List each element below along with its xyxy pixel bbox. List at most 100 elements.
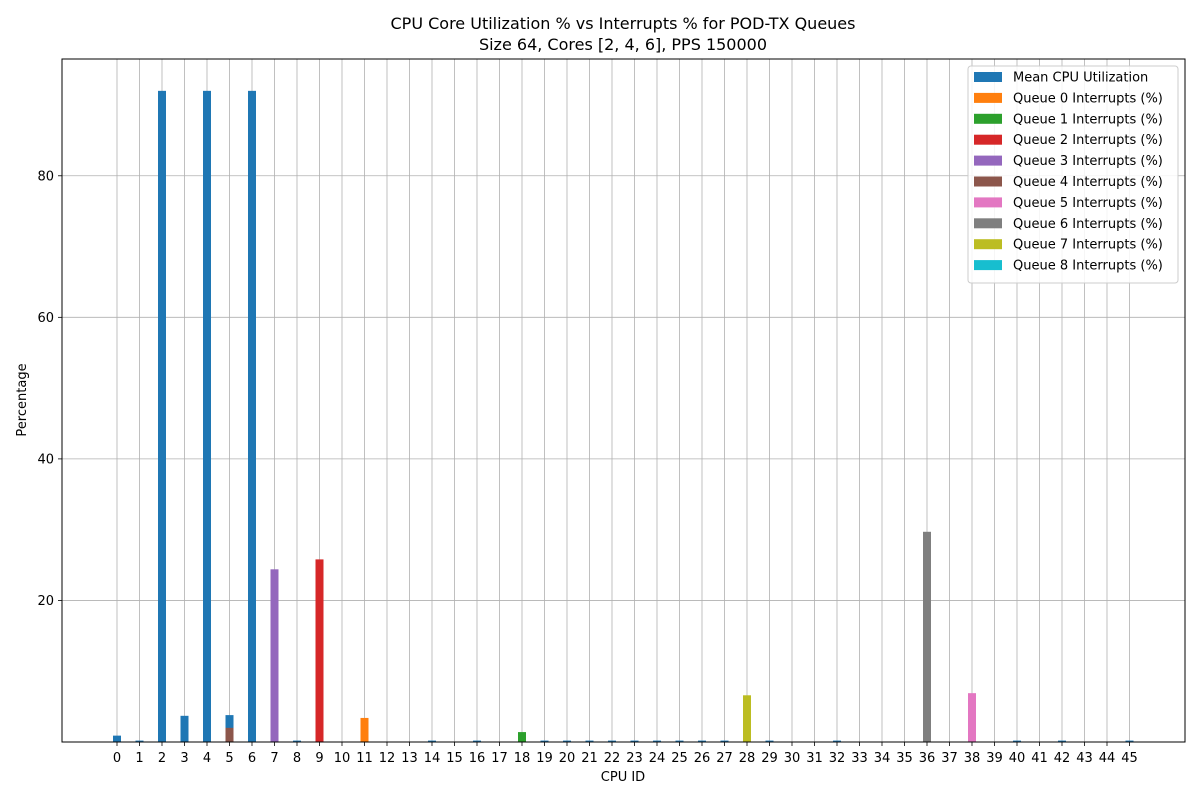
x-tick-label: 4 (203, 751, 211, 766)
x-tick-label: 32 (829, 751, 846, 766)
legend-entry-label: Queue 3 Interrupts (%) (1013, 154, 1163, 169)
bar-series-0-cpu-3 (180, 715, 189, 742)
x-tick-label: 9 (315, 751, 323, 766)
x-tick-label: 24 (649, 751, 666, 766)
bar-series-0-cpu-1 (135, 740, 144, 742)
legend-entry-label: Queue 4 Interrupts (%) (1013, 175, 1163, 190)
bar-series-4-cpu-7 (270, 569, 279, 742)
x-tick-label: 13 (401, 751, 418, 766)
bar-series-6-cpu-38 (968, 693, 976, 742)
bar-series-7-cpu-36 (923, 531, 931, 742)
x-tick-label: 14 (424, 751, 441, 766)
x-tick-label: 0 (113, 751, 121, 766)
bar-series-5-cpu-5 (225, 727, 234, 742)
x-tick-label: 17 (491, 751, 508, 766)
x-ticks: 0 1 2 3 4 5 6 7 8 9 10 11 12 13 14 15 16 17 18 19 20 21 22 23 24… (113, 742, 1138, 766)
x-tick-label: 37 (941, 751, 958, 766)
x-tick-label: 3 (180, 751, 188, 766)
x-tick-label: 27 (716, 751, 733, 766)
bar-series-0-cpu-16 (473, 740, 481, 742)
y-axis-label: Percentage (15, 363, 30, 436)
x-tick-label: 1 (135, 751, 143, 766)
legend-swatch (974, 260, 1002, 271)
x-tick-label: 28 (739, 751, 756, 766)
legend-entry-label: Queue 8 Interrupts (%) (1013, 259, 1163, 274)
x-tick-label: 25 (671, 751, 688, 766)
x-tick-label: 23 (626, 751, 643, 766)
x-tick-label: 29 (761, 751, 778, 766)
x-tick-label: 6 (248, 751, 256, 766)
bar-series-0-cpu-21 (585, 740, 594, 742)
bar-series-8-cpu-28 (743, 695, 751, 742)
bar-series-0-cpu-24 (653, 740, 661, 742)
y-tick-label: 40 (37, 452, 54, 467)
bar-series-0-cpu-4 (203, 90, 211, 743)
legend-swatch (974, 218, 1002, 229)
x-tick-label: 30 (784, 751, 801, 766)
x-tick-label: 40 (1009, 751, 1026, 766)
chart-subtitle: Size 64, Cores [2, 4, 6], PPS 150000 (479, 35, 767, 54)
y-tick-label: 60 (37, 311, 54, 326)
bar-series-0-cpu-29 (765, 740, 774, 742)
bar-series-0-cpu-45 (1125, 740, 1134, 742)
bar-series-0-cpu-32 (833, 740, 841, 742)
bar-series-0-cpu-14 (428, 740, 436, 742)
x-tick-label: 2 (158, 751, 166, 766)
bar-series-0-cpu-22 (608, 740, 616, 742)
bar-series-0-cpu-27 (720, 740, 729, 742)
x-tick-label: 20 (559, 751, 576, 766)
legend-swatch (974, 72, 1002, 82)
x-tick-label: 34 (874, 751, 891, 766)
x-tick-label: 41 (1031, 751, 1048, 766)
legend-swatch (974, 113, 1002, 124)
legend-swatch (974, 239, 1002, 250)
legend-entry-label: Queue 2 Interrupts (%) (1013, 133, 1163, 148)
x-tick-label: 26 (694, 751, 711, 766)
bar-series-0-cpu-26 (698, 740, 706, 742)
x-tick-label: 18 (514, 751, 531, 766)
x-tick-label: 36 (919, 751, 936, 766)
bar-series-0-cpu-2 (158, 90, 166, 743)
x-tick-label: 39 (986, 751, 1003, 766)
bar-series-0-cpu-42 (1058, 740, 1066, 742)
x-tick-label: 7 (270, 751, 278, 766)
x-tick-label: 45 (1121, 751, 1138, 766)
bars-layer (113, 90, 1134, 743)
x-tick-label: 10 (334, 751, 351, 766)
bar-series-0-cpu-23 (630, 740, 639, 742)
legend-entry-label: Queue 6 Interrupts (%) (1013, 217, 1163, 232)
x-tick-label: 11 (356, 751, 373, 766)
y-tick-label: 80 (37, 169, 54, 184)
bar-series-0-cpu-20 (563, 740, 571, 742)
legend-swatch (974, 197, 1002, 208)
legend: Mean CPU Utilization Queue 0 Interrupts (… (967, 65, 1179, 284)
bar-series-0-cpu-40 (1013, 740, 1021, 742)
legend-swatch (974, 155, 1002, 166)
y-tick-label: 20 (37, 594, 54, 609)
x-tick-label: 22 (604, 751, 621, 766)
x-tick-label: 33 (851, 751, 868, 766)
legend-entry-label: Queue 7 Interrupts (%) (1013, 238, 1163, 253)
x-tick-label: 31 (806, 751, 823, 766)
x-tick-label: 44 (1099, 751, 1116, 766)
x-axis-label: CPU ID (601, 770, 645, 785)
legend-entry-label: Queue 0 Interrupts (%) (1013, 91, 1163, 106)
x-tick-label: 21 (581, 751, 598, 766)
bar-series-0-cpu-6 (248, 90, 256, 743)
x-tick-label: 35 (896, 751, 913, 766)
x-tick-label: 42 (1054, 751, 1071, 766)
legend-swatch (974, 92, 1002, 103)
x-tick-label: 5 (225, 751, 233, 766)
plot-frame (61, 58, 1186, 743)
y-ticks: 20 40 60 80 (37, 169, 62, 609)
legend-entry-label: Queue 5 Interrupts (%) (1013, 196, 1163, 211)
bar-series-2-cpu-18 (518, 732, 526, 742)
legend-entry-label: Queue 1 Interrupts (%) (1013, 112, 1163, 127)
x-tick-label: 16 (469, 751, 486, 766)
legend-entry-label: Mean CPU Utilization (1013, 71, 1148, 86)
x-tick-label: 8 (293, 751, 301, 766)
bar-series-0-cpu-0 (113, 735, 121, 742)
bar-series-0-cpu-25 (675, 740, 684, 742)
legend-frame (967, 65, 1179, 284)
